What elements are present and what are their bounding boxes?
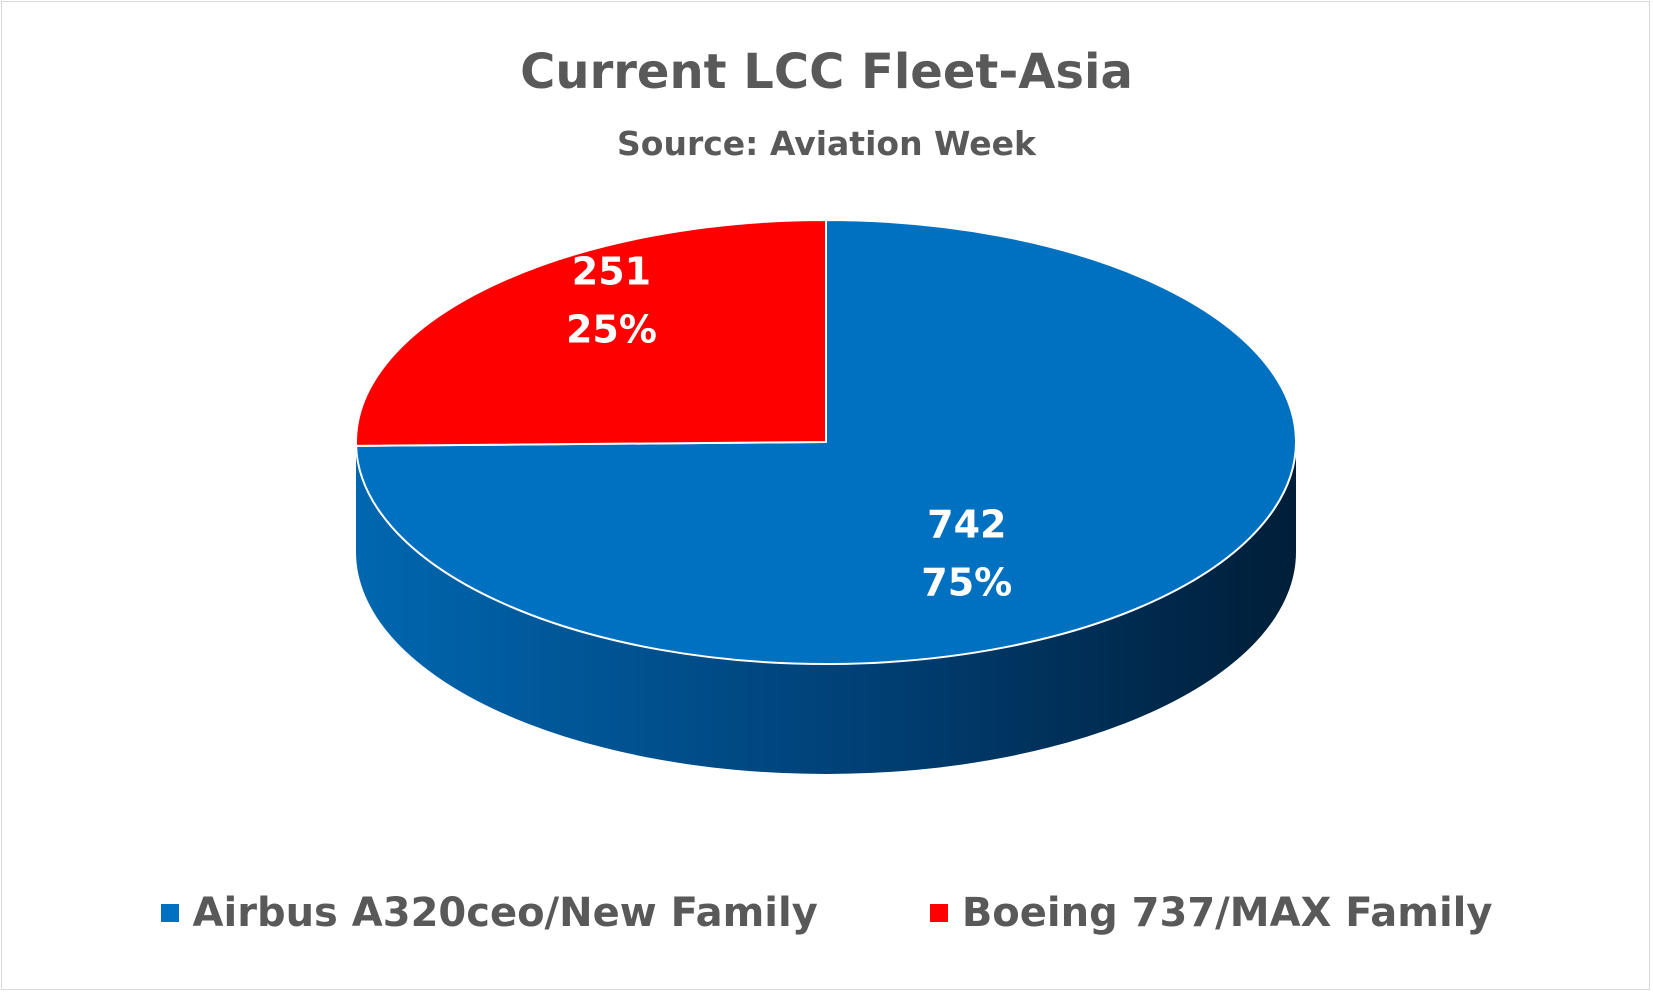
legend-item-airbus[interactable]: Airbus A320ceo/New Family: [160, 890, 818, 936]
pie-slice-1: [355, 219, 827, 447]
pie-layer: 742 75% 251 25%: [355, 219, 1297, 774]
legend-swatch-boeing: [929, 904, 948, 922]
data-label-percent-0: 75%: [921, 560, 1012, 604]
legend-label-boeing: Boeing 737/MAX Family: [961, 890, 1493, 936]
chart-subtitle: Source: Aviation Week: [617, 124, 1036, 163]
data-label-value-1: 251: [572, 249, 651, 293]
pie-side-wall: [356, 442, 1296, 774]
legend-label-airbus: Airbus A320ceo/New Family: [192, 890, 818, 936]
chart-title: Current LCC Fleet-Asia: [520, 44, 1133, 100]
legend: Airbus A320ceo/New Family Boeing 737/MAX…: [0, 890, 1653, 936]
legend-swatch-airbus: [160, 904, 179, 922]
data-label-percent-1: 25%: [566, 307, 657, 351]
legend-item-boeing[interactable]: Boeing 737/MAX Family: [929, 890, 1493, 936]
data-label-value-0: 742: [927, 502, 1006, 546]
